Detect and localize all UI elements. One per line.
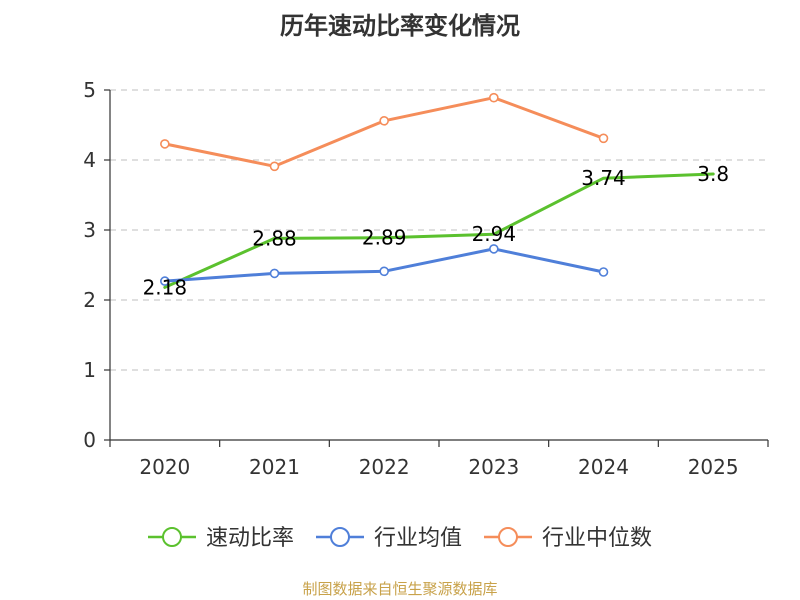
series-2-point-2021 [269,161,280,172]
series-2-point-2022 [379,116,389,126]
data-label-2025: 3.8 [697,162,729,186]
gridlines [110,89,768,371]
x-tick-label-2025: 2025 [688,455,739,479]
series-line-0 [163,172,715,289]
series-1-point-2020 [160,276,170,286]
legend-marker-2 [498,527,518,547]
chart-title: 历年速动比率变化情况 [280,12,520,40]
x-tick-label-2024: 2024 [578,455,629,479]
series-1-point-2024 [598,267,609,277]
legend-label-2: 行业中位数 [542,526,652,551]
series-1-point-2023 [489,244,499,254]
y-tick-label-4: 4 [83,148,96,172]
x-tick-label-2021: 2021 [249,455,300,479]
series-1-point-2021 [269,268,280,279]
series-2-point-2024 [598,133,609,144]
axes: 0 1 2 3 4 5 2020 2021 2022 2023 2024 2025 [83,78,769,479]
series-2-point-2020 [160,139,170,149]
series-line-1 [163,247,605,283]
y-tick-label-5: 5 [83,78,96,102]
series-1-point-2022 [379,266,389,277]
y-tick-label-2: 2 [83,288,96,312]
data-label-2022: 2.89 [362,226,407,250]
x-tick-label-2023: 2023 [468,455,519,479]
legend[interactable]: 速动比率 行业均值 行业中位数 [148,526,652,551]
x-tick-label-2022: 2022 [359,455,410,479]
data-labels: 2.18 2.88 2.89 2.94 3.74 3.8 [143,162,730,299]
data-label-2020: 2.18 [143,275,188,299]
legend-label-1: 行业均值 [374,526,462,551]
data-label-2023: 2.94 [472,222,517,246]
series-2-point-2023 [489,92,499,103]
x-tick-label-2020: 2020 [139,455,190,479]
series-line-2 [163,96,605,168]
y-tick-label-1: 1 [83,358,96,382]
y-tick-label-3: 3 [83,218,96,242]
y-tick-label-0: 0 [83,428,96,452]
data-label-2021: 2.88 [252,226,297,250]
data-label-2024: 3.74 [581,166,626,190]
legend-marker-0 [162,527,182,547]
source-note: 制图数据来自恒生聚源数据库 [302,580,498,598]
series-layer [160,92,715,289]
legend-label-0: 速动比率 [206,526,294,551]
legend-marker-1 [330,527,350,547]
